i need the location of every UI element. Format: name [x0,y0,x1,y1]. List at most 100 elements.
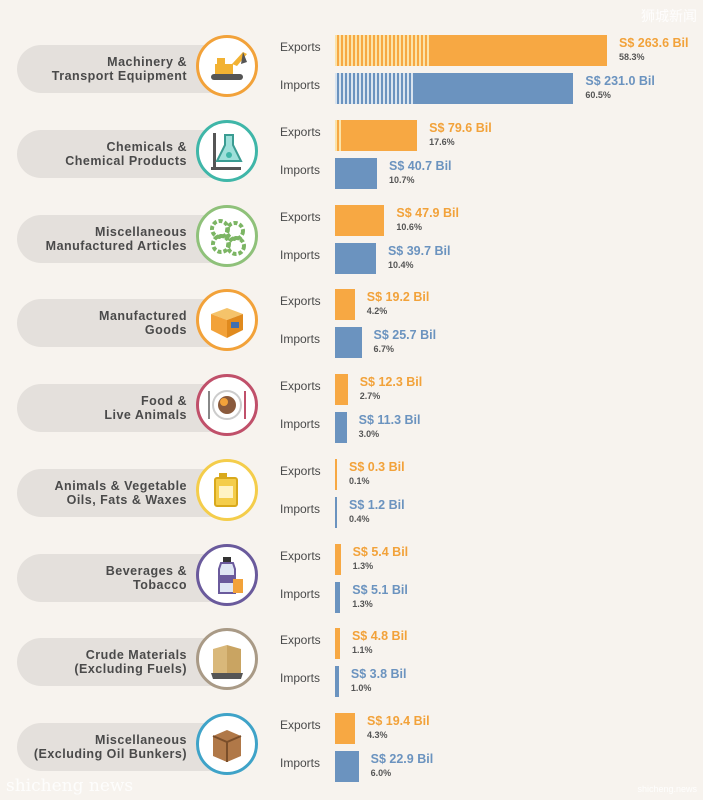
exports-bar [335,35,607,66]
imports-value: S$ 22.9 Bil [370,752,434,766]
category-label: Miscellaneous (Excluding Oil Bunkers) [33,733,187,761]
imports-percent: 10.4% [387,260,414,270]
exports-value: S$ 0.3 Bil [349,460,405,474]
imports-percent: 1.3% [352,599,373,609]
exports-value: S$ 47.9 Bil [396,206,459,220]
imports-label: Imports [280,502,321,516]
bottle-icon [196,544,258,606]
imports-percent: 60.5% [585,90,611,100]
exports-bar [335,120,418,151]
category-label: Machinery & Transport Equipment [51,55,187,83]
exports-bar [335,544,341,575]
category-row: Beverages & Tobacco Exports Imports S$ 5.4 … [0,536,703,616]
exports-percent: 1.3% [352,561,374,571]
category-row: Food & Live Animals Exports Imports S$ 12.3… [0,366,703,446]
exports-percent: 4.2% [366,306,388,316]
meal-plate-icon [196,374,258,436]
oil-jug-icon [196,459,258,521]
imports-percent: 10.7% [388,175,415,185]
imports-bar [335,751,359,782]
imports-label: Imports [280,78,321,92]
exports-bar [335,713,356,744]
imports-bar-striped-segment [335,73,414,104]
watermark-bottom-right: shicheng.news [637,784,697,794]
category-label: Manufactured Goods [99,309,187,337]
imports-percent: 0.4% [349,514,370,524]
exports-bar-striped-segment [335,35,431,66]
imports-label: Imports [280,332,321,346]
imports-percent: 3.0% [358,429,380,439]
open-box-icon [196,289,258,351]
exports-label: Exports [280,379,321,393]
category-row: Machinery & Transport Equipment Exports Im… [0,27,703,107]
category-row: Miscellaneous (Excluding Oil Bunkers) Exp… [0,705,703,785]
imports-label: Imports [280,417,321,431]
category-label: Crude Materials (Excluding Fuels) [74,648,187,676]
imports-value: S$ 231.0 Bil [585,74,655,88]
exports-bar [335,628,340,659]
exports-label: Exports [280,464,321,478]
exports-label: Exports [280,633,321,647]
exports-value: S$ 4.8 Bil [351,629,408,643]
imports-bar [335,412,347,443]
category-row: Animals & Vegetable Oils, Fats & Waxes Ex… [0,451,703,531]
imports-value: S$ 25.7 Bil [373,328,437,342]
exports-percent: 1.1% [351,645,373,655]
exports-percent: 0.1% [349,476,370,486]
gears-icon [196,205,258,267]
category-row: Chemicals & Chemical Products Exports Impo… [0,112,703,192]
imports-percent: 6.0% [370,768,392,778]
imports-bar [335,327,362,358]
exports-percent: 17.6% [429,137,455,147]
imports-bar [335,497,337,528]
imports-bar [335,582,341,613]
imports-bar [335,243,376,274]
imports-value: S$ 40.7 Bil [388,159,452,173]
exports-bar-striped-segment [335,120,341,151]
imports-percent: 1.0% [350,683,372,693]
imports-value: S$ 3.8 Bil [350,667,407,681]
category-label: Beverages & Tobacco [105,564,187,592]
imports-value: S$ 1.2 Bil [349,498,405,512]
category-row: Miscellaneous Manufactured Articles Expor… [0,197,703,277]
category-label: Miscellaneous Manufactured Articles [45,225,187,253]
exports-value: S$ 19.4 Bil [367,714,430,728]
exports-label: Exports [280,549,321,563]
exports-value: S$ 79.6 Bil [429,121,492,135]
exports-label: Exports [280,210,321,224]
exports-bar [335,374,348,405]
category-label: Chemicals & Chemical Products [65,140,187,168]
imports-value: S$ 39.7 Bil [387,244,451,258]
exports-value: S$ 12.3 Bil [359,375,423,389]
exports-percent: 10.6% [396,222,422,232]
imports-label: Imports [280,756,321,770]
exports-bar [335,205,385,236]
exports-label: Exports [280,294,321,308]
imports-value: S$ 5.1 Bil [352,583,408,597]
category-row: Manufactured Goods Exports Imports S$ 19.2 … [0,281,703,361]
exports-label: Exports [280,718,321,732]
excavator-icon [196,35,258,97]
imports-bar [335,73,574,104]
exports-bar [335,289,355,320]
exports-label: Exports [280,125,321,139]
imports-label: Imports [280,587,321,601]
cardboard-box-icon [196,713,258,775]
exports-label: Exports [280,40,321,54]
exports-value: S$ 263.6 Bil [619,36,689,50]
watermark-bottom-left: shicheng news [6,776,134,796]
exports-percent: 58.3% [619,52,645,62]
imports-bar [335,158,377,189]
imports-value: S$ 11.3 Bil [358,413,421,427]
exports-value: S$ 19.2 Bil [366,290,430,304]
category-label: Animals & Vegetable Oils, Fats & Waxes [54,479,187,507]
lab-flask-icon [196,120,258,182]
watermark-top: 狮城新闻 [641,8,697,24]
sacks-icon [196,628,258,690]
imports-label: Imports [280,671,321,685]
exports-percent: 4.3% [367,730,388,740]
imports-label: Imports [280,248,321,262]
category-label: Food & Live Animals [104,394,187,422]
exports-value: S$ 5.4 Bil [352,545,409,559]
category-row: Crude Materials (Excluding Fuels) Exports… [0,620,703,700]
